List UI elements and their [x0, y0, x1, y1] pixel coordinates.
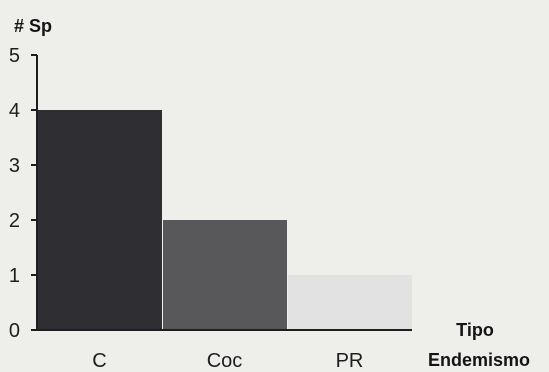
x-axis-title-line1: Tipo [456, 320, 494, 340]
x-tick-label-c: C [92, 350, 106, 372]
bar-c [38, 110, 162, 330]
x-labels-group: C Coc PR [92, 350, 363, 372]
x-tick-label-coc: Coc [207, 350, 243, 372]
y-tick-label-2: 2 [9, 210, 20, 232]
y-ticks-group: 0 1 2 3 4 5 [9, 45, 37, 342]
y-axis-title: # Sp [14, 16, 52, 36]
x-axis-title-line2: Endemismo [428, 350, 530, 370]
y-tick-label-0: 0 [9, 320, 20, 342]
y-tick-label-5: 5 [9, 45, 20, 67]
bar-coc [163, 220, 287, 330]
y-tick-label-3: 3 [9, 155, 20, 177]
y-tick-label-4: 4 [9, 100, 20, 122]
bars-group [38, 110, 412, 330]
x-tick-label-pr: PR [336, 350, 364, 372]
bar-pr [288, 275, 412, 330]
y-tick-label-1: 1 [9, 265, 20, 287]
